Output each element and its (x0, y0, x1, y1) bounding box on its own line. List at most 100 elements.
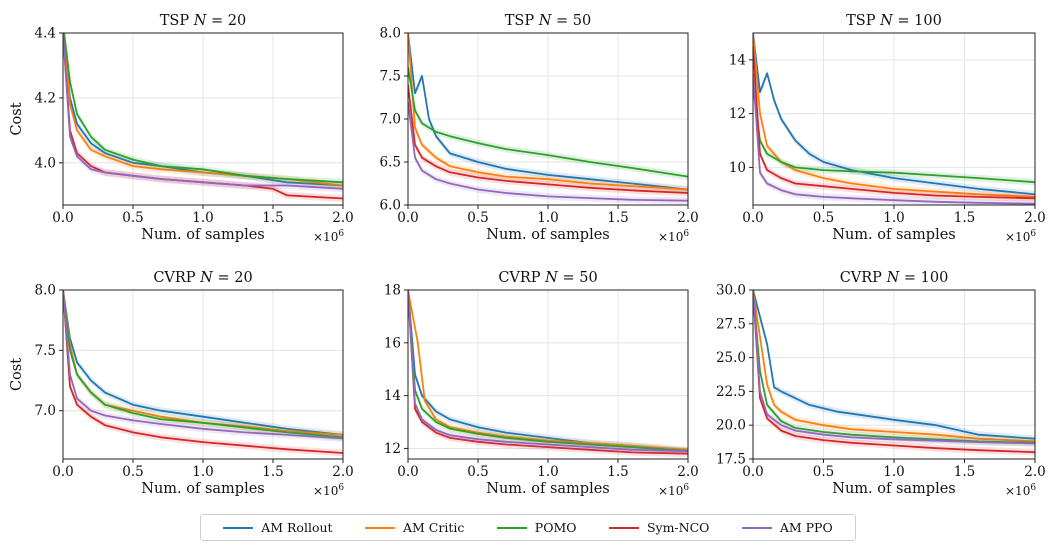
y-tick-label: 6.5 (380, 155, 401, 171)
series-group (63, 33, 343, 202)
multiplier-base: ×10 (1005, 230, 1030, 244)
y-axis-label: Cost (9, 358, 25, 391)
legend-label: AM PPO (779, 520, 833, 535)
series-group (753, 33, 1035, 205)
x-axis-label: Num. of samples (486, 227, 609, 243)
subplot-title: CVRP N = 100 (840, 270, 949, 286)
x-tick-label: 0.0 (52, 464, 73, 480)
multiplier-exponent: 6 (683, 483, 689, 493)
legend-label: Sym-NCO (646, 520, 710, 535)
title-text: TSP (505, 13, 539, 29)
series-line-pomo (753, 290, 1035, 444)
title-variable: N (544, 270, 559, 286)
series-band-am-ppo (753, 69, 1035, 205)
series-line-pomo (753, 86, 1035, 184)
subplot-title: TSP N = 20 (160, 13, 247, 29)
series-line-pomo (408, 67, 688, 178)
series-line-am-rollout (753, 33, 1035, 196)
y-tick-label: 14 (729, 52, 746, 68)
y-tick-label: 7.5 (380, 69, 401, 85)
legend-label: POMO (534, 520, 577, 535)
y-tick-label: 7.0 (380, 112, 401, 128)
y-tick-label: 8.0 (35, 283, 56, 299)
x-tick-label: 0.5 (813, 464, 834, 480)
y-tick-label: 16 (384, 335, 401, 351)
legend-label: AM Critic (403, 520, 465, 535)
x-tick-label: 2.0 (677, 464, 698, 480)
x-axis-label: Num. of samples (832, 227, 955, 243)
y-tick-label: 12 (384, 441, 401, 457)
title-text: CVRP (153, 270, 200, 286)
y-tick-label: 7.0 (35, 403, 56, 419)
x-tick-label: 0.0 (52, 210, 73, 226)
x-tick-label: 1.5 (954, 464, 975, 480)
x-tick-label: 0.0 (742, 210, 763, 226)
x-scale-multiplier: ×106 (658, 229, 689, 244)
series-line-pomo (63, 33, 343, 184)
x-tick-label: 2.0 (332, 464, 353, 480)
x-tick-label: 1.5 (954, 210, 975, 226)
y-tick-label: 17.5 (716, 452, 746, 468)
x-scale-multiplier: ×106 (1005, 483, 1036, 498)
series-line-am-ppo (753, 290, 1035, 445)
x-tick-label: 2.0 (677, 210, 698, 226)
y-tick-label: 6.0 (380, 198, 401, 214)
x-tick-label: 0.0 (397, 210, 418, 226)
x-tick-label: 1.0 (883, 210, 904, 226)
subplot-cvrp-n-100: 0.0 0.5 1.0 1.5 2.0 17.5 20.0 22.5 25.0 27.5 30.0 C… (716, 270, 1046, 498)
series-line-sym-nco (63, 290, 343, 454)
multiplier-base: ×10 (313, 484, 338, 498)
multiplier-base: ×10 (658, 230, 683, 244)
legend-item-am-ppo: AM PPO (741, 520, 833, 535)
x-axis-label: Num. of samples (141, 227, 264, 243)
series-line-sym-nco (753, 46, 1035, 200)
multiplier-exponent: 6 (1030, 229, 1036, 239)
series-line-am-rollout (753, 290, 1035, 440)
y-tick-label: 4.0 (35, 155, 56, 171)
series-line-sym-nco (408, 290, 688, 455)
legend-swatch-am-critic (365, 526, 395, 529)
series-group (408, 290, 688, 458)
series-line-sym-nco (408, 84, 688, 194)
x-axis-label: Num. of samples (141, 481, 264, 497)
x-tick-label: 0.5 (813, 210, 834, 226)
title-text: = 100 (893, 13, 942, 29)
multiplier-exponent: 6 (1030, 483, 1036, 493)
x-tick-label: 2.0 (1024, 210, 1045, 226)
subplot-title: CVRP N = 20 (153, 270, 252, 286)
title-text: TSP (160, 13, 194, 29)
subplot-title: TSP N = 100 (846, 13, 942, 29)
x-tick-label: 1.0 (537, 210, 558, 226)
y-tick-label: 4.4 (35, 26, 56, 42)
x-tick-label: 2.0 (1024, 464, 1045, 480)
legend-swatch-am-rollout (223, 526, 254, 529)
legend: AM Rollout AM Critic POMO Sym-NCO AM PPO (200, 514, 856, 541)
x-axis-label: Num. of samples (832, 481, 955, 497)
series-line-pomo (63, 290, 343, 439)
series-line-am-ppo (63, 290, 343, 440)
y-tick-label: 8.0 (380, 26, 401, 42)
multiplier-exponent: 6 (683, 229, 689, 239)
series-line-am-rollout (63, 33, 343, 187)
x-tick-label: 1.5 (262, 210, 283, 226)
subplot-cvrp-n-20: 0.0 0.5 1.0 1.5 2.0 7.0 7.5 8.0 CVRP N = 20 Num. … (9, 270, 354, 498)
y-tick-label: 12 (729, 106, 746, 122)
series-line-pomo (408, 290, 688, 452)
multiplier-exponent: 6 (338, 483, 344, 493)
legend-item-am-critic: AM Critic (365, 520, 464, 535)
legend-swatch-sym-nco (608, 526, 639, 529)
subplot-tsp-n-20: 0.0 0.5 1.0 1.5 2.0 4.0 4.2 4.4 TSP N = 20 Num. o… (9, 13, 354, 244)
x-scale-multiplier: ×106 (313, 483, 344, 498)
title-text: TSP (846, 13, 880, 29)
legend-item-sym-nco: Sym-NCO (608, 520, 710, 535)
y-tick-label: 30.0 (716, 283, 746, 299)
x-tick-label: 0.0 (397, 464, 418, 480)
x-tick-label: 0.5 (122, 464, 143, 480)
legend-item-am-rollout: AM Rollout (223, 520, 333, 535)
series-line-am-ppo (753, 73, 1035, 205)
series-line-sym-nco (753, 290, 1035, 454)
legend-item-pomo: POMO (496, 520, 577, 535)
subplot-cvrp-n-50: 0.0 0.5 1.0 1.5 2.0 12 14 16 18 CVRP N = 50 Num. o… (384, 270, 699, 498)
series-line-am-ppo (408, 290, 688, 452)
x-tick-label: 1.5 (607, 464, 628, 480)
